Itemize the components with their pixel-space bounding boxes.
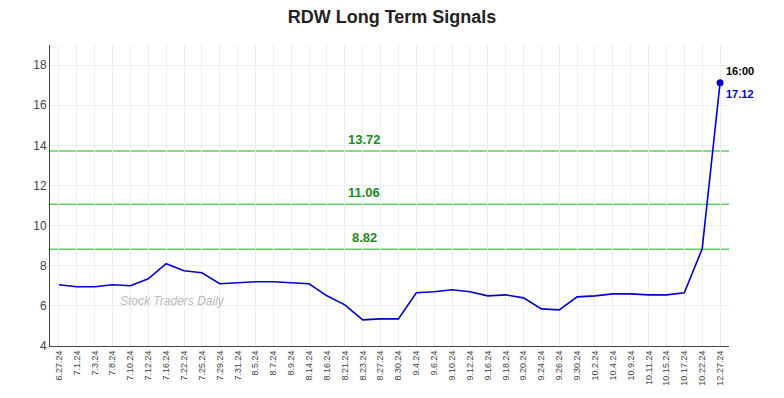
svg-text:9.4.24: 9.4.24 xyxy=(411,351,421,376)
svg-text:9.30.24: 9.30.24 xyxy=(572,351,582,381)
svg-text:8.5.24: 8.5.24 xyxy=(250,351,260,376)
svg-text:9.10.24: 9.10.24 xyxy=(447,351,457,381)
svg-text:8.16.24: 8.16.24 xyxy=(322,351,332,381)
svg-text:8.27.24: 8.27.24 xyxy=(375,351,385,381)
svg-text:10.9.24: 10.9.24 xyxy=(626,351,636,381)
svg-text:7.10.24: 7.10.24 xyxy=(125,351,135,381)
svg-text:9.18.24: 9.18.24 xyxy=(501,351,511,381)
svg-text:10: 10 xyxy=(33,219,47,233)
svg-text:11.06: 11.06 xyxy=(348,185,380,200)
svg-text:7.8.24: 7.8.24 xyxy=(107,351,117,376)
svg-text:9.12.24: 9.12.24 xyxy=(465,351,475,381)
svg-text:7.25.24: 7.25.24 xyxy=(197,351,207,381)
svg-text:16:00: 16:00 xyxy=(726,65,754,77)
svg-text:7.12.24: 7.12.24 xyxy=(143,351,153,381)
svg-text:9.26.24: 9.26.24 xyxy=(554,351,564,381)
svg-text:9.6.24: 9.6.24 xyxy=(429,351,439,376)
svg-text:10.11.24: 10.11.24 xyxy=(644,351,654,385)
svg-text:6: 6 xyxy=(40,299,47,313)
svg-text:10.2.24: 10.2.24 xyxy=(590,351,600,381)
svg-text:8.9.24: 8.9.24 xyxy=(286,351,296,376)
svg-text:8.21.24: 8.21.24 xyxy=(340,351,350,381)
svg-text:12.27.24: 12.27.24 xyxy=(715,351,725,386)
svg-text:18: 18 xyxy=(33,58,47,72)
svg-text:7.22.24: 7.22.24 xyxy=(179,351,189,381)
svg-text:8: 8 xyxy=(40,259,47,273)
svg-text:7.31.24: 7.31.24 xyxy=(233,351,243,381)
svg-text:8.82: 8.82 xyxy=(352,230,377,245)
svg-text:12: 12 xyxy=(33,179,47,193)
svg-text:13.72: 13.72 xyxy=(348,132,381,147)
svg-text:10.15.24: 10.15.24 xyxy=(661,351,671,386)
svg-text:10.4.24: 10.4.24 xyxy=(608,351,618,381)
svg-text:8.23.24: 8.23.24 xyxy=(358,351,368,381)
svg-text:9.24.24: 9.24.24 xyxy=(536,351,546,381)
svg-text:7.1.24: 7.1.24 xyxy=(72,351,82,376)
svg-text:4: 4 xyxy=(40,339,47,353)
svg-text:9.16.24: 9.16.24 xyxy=(483,351,493,381)
svg-text:8.7.24: 8.7.24 xyxy=(268,351,278,376)
svg-text:Stock Traders Daily: Stock Traders Daily xyxy=(120,294,225,308)
svg-text:9.20.24: 9.20.24 xyxy=(518,351,528,381)
svg-text:16: 16 xyxy=(33,98,47,112)
svg-text:7.3.24: 7.3.24 xyxy=(90,351,100,376)
svg-text:14: 14 xyxy=(33,139,47,153)
svg-text:RDW Long Term Signals: RDW Long Term Signals xyxy=(288,7,497,27)
svg-text:8.14.24: 8.14.24 xyxy=(304,351,314,381)
svg-text:17.12: 17.12 xyxy=(726,88,754,100)
svg-text:10.17.24: 10.17.24 xyxy=(679,351,689,386)
svg-text:7.29.24: 7.29.24 xyxy=(215,351,225,381)
svg-text:6.27.24: 6.27.24 xyxy=(54,351,64,381)
svg-text:8.30.24: 8.30.24 xyxy=(393,351,403,381)
svg-text:7.16.24: 7.16.24 xyxy=(161,351,171,381)
svg-text:10.22.24: 10.22.24 xyxy=(697,351,707,386)
